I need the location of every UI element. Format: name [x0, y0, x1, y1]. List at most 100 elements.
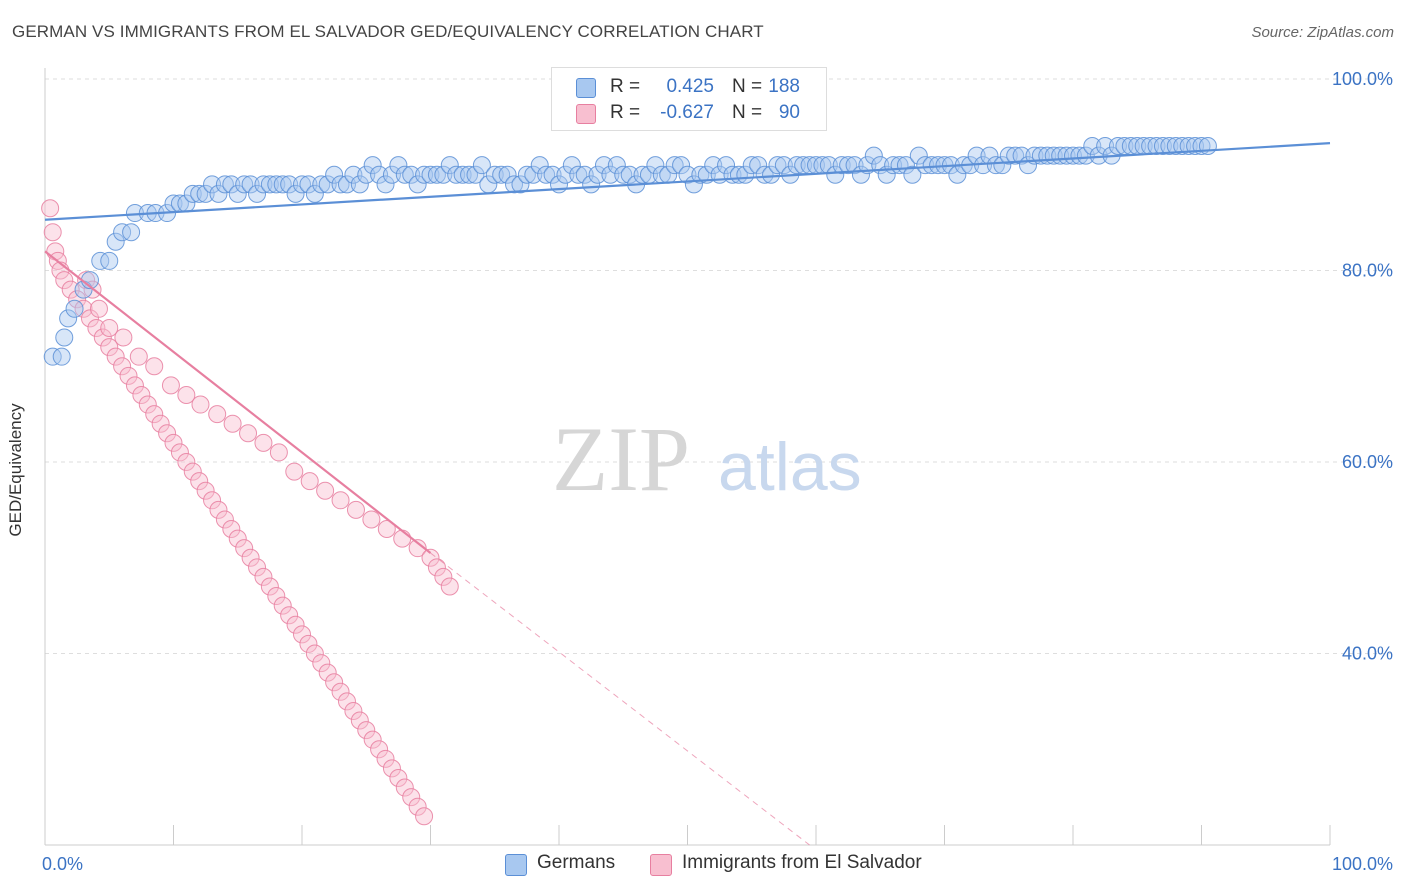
- data-point: [376, 175, 395, 194]
- data-point: [209, 500, 228, 519]
- data-point: [768, 156, 787, 175]
- data-point: [607, 156, 626, 175]
- data-point: [286, 184, 305, 203]
- data-point: [318, 175, 337, 194]
- data-point: [280, 175, 299, 194]
- data-point: [787, 156, 806, 175]
- trend-line: [44, 250, 432, 554]
- data-point: [453, 165, 472, 184]
- data-point: [241, 548, 260, 567]
- data-point: [113, 357, 132, 376]
- data-point: [826, 165, 845, 184]
- data-point: [248, 558, 267, 577]
- data-point: [269, 443, 288, 462]
- data-point: [337, 692, 356, 711]
- data-point: [562, 156, 581, 175]
- data-point: [511, 175, 530, 194]
- data-point: [100, 338, 119, 357]
- data-point: [839, 156, 858, 175]
- data-point: [183, 184, 202, 203]
- data-point: [704, 156, 723, 175]
- data-point: [986, 156, 1005, 175]
- data-point: [427, 558, 446, 577]
- legend-swatch-immigrants: [576, 104, 596, 124]
- data-point: [228, 529, 247, 548]
- legend-r-label: R =: [610, 76, 641, 97]
- x-tick-label: 100.0%: [1332, 854, 1393, 874]
- data-point: [408, 797, 427, 816]
- data-point: [362, 510, 381, 529]
- data-point: [145, 357, 164, 376]
- y-tick-label: 100.0%: [1332, 69, 1393, 89]
- data-point: [312, 175, 331, 194]
- x-tick-label: 0.0%: [42, 854, 83, 874]
- source-label: Source: ZipAtlas.com: [1251, 24, 1394, 41]
- data-point: [145, 405, 164, 424]
- legend-swatch-germans: [576, 78, 596, 98]
- data-point: [517, 165, 536, 184]
- data-point: [100, 318, 119, 337]
- data-point: [209, 184, 228, 203]
- data-point: [1173, 137, 1192, 156]
- data-point: [93, 328, 112, 347]
- data-point: [389, 768, 408, 787]
- data-point: [393, 529, 412, 548]
- data-point: [537, 165, 556, 184]
- data-point: [845, 156, 864, 175]
- data-point: [344, 165, 363, 184]
- data-point: [203, 491, 222, 510]
- bottom-legend: Germans Immigrants from El Salvador: [0, 852, 1406, 878]
- watermark-atlas: atlas: [718, 429, 862, 505]
- data-point: [665, 156, 684, 175]
- data-point: [498, 165, 517, 184]
- data-point: [440, 156, 459, 175]
- data-point: [1012, 146, 1031, 165]
- data-point: [87, 318, 106, 337]
- data-point: [132, 385, 151, 404]
- data-point: [344, 701, 363, 720]
- data-point: [389, 156, 408, 175]
- data-point: [614, 165, 633, 184]
- data-point: [395, 778, 414, 797]
- legend-n-value: 188: [768, 76, 800, 97]
- data-point: [122, 223, 141, 242]
- series-germans: [43, 137, 1217, 366]
- data-point: [114, 328, 133, 347]
- legend-row-immigrants: R = -0.627 N = 90: [552, 102, 826, 126]
- legend-r-value: 0.425: [666, 76, 714, 97]
- data-point: [228, 184, 247, 203]
- data-point: [215, 175, 234, 194]
- data-point: [305, 644, 324, 663]
- data-point: [151, 414, 170, 433]
- data-point: [691, 165, 710, 184]
- tick-labels: 40.0% 60.0% 80.0% 100.0% 0.0% 100.0%: [42, 69, 1393, 874]
- data-point: [1083, 137, 1102, 156]
- data-point: [331, 491, 350, 510]
- data-point: [331, 682, 350, 701]
- data-point: [293, 175, 311, 194]
- data-point: [524, 165, 543, 184]
- data-point: [100, 251, 119, 270]
- data-point: [267, 175, 286, 194]
- data-point: [382, 759, 401, 778]
- data-point: [466, 165, 485, 184]
- data-point: [254, 175, 273, 194]
- data-point: [177, 385, 196, 404]
- data-point: [582, 175, 601, 194]
- y-tick-label: 60.0%: [1342, 452, 1393, 472]
- data-point: [254, 433, 273, 452]
- data-point: [485, 165, 504, 184]
- data-point: [402, 788, 421, 807]
- y-tick-label: 80.0%: [1342, 261, 1393, 281]
- data-point: [1076, 146, 1095, 165]
- data-point: [363, 730, 382, 749]
- y-axis-label: GED/Equivalency: [6, 403, 25, 537]
- data-point: [1160, 137, 1179, 156]
- data-point: [183, 462, 202, 481]
- data-point: [273, 596, 292, 615]
- data-point: [1070, 146, 1089, 165]
- trend-lines: [44, 142, 1331, 846]
- data-point: [415, 807, 434, 826]
- data-point: [916, 156, 935, 175]
- series-immigrants-el-salvador: [41, 199, 459, 826]
